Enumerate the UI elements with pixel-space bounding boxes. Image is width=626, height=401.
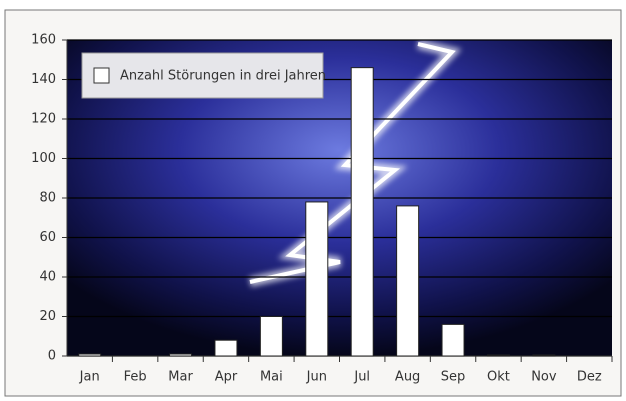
- x-tick-label: Feb: [124, 370, 147, 385]
- bar: [260, 317, 282, 357]
- x-tick-label: Mai: [260, 370, 283, 385]
- bar: [215, 340, 237, 356]
- y-tick-label: 120: [31, 112, 56, 127]
- y-tick-label: 20: [39, 309, 56, 324]
- x-tick-label: Jun: [306, 370, 327, 385]
- x-tick-label: Sep: [441, 370, 466, 385]
- y-tick-label: 140: [31, 72, 56, 87]
- y-tick-label: 80: [39, 191, 56, 206]
- x-tick-label: Jan: [79, 370, 100, 385]
- y-tick-label: 40: [39, 270, 56, 285]
- x-tick-label: Nov: [531, 370, 557, 385]
- x-tick-label: Dez: [577, 370, 602, 385]
- x-tick-label: Jul: [353, 370, 370, 385]
- y-tick-label: 0: [48, 349, 56, 364]
- bar: [442, 324, 464, 356]
- legend: Anzahl Störungen in drei Jahren: [82, 53, 326, 98]
- chart: 0 20 40 60 80 100 120 140 160 Jan Feb Mar Apr Mai Jun J…: [0, 0, 626, 401]
- bar: [170, 354, 192, 356]
- bar: [306, 202, 328, 356]
- x-tick-label: Aug: [395, 370, 420, 385]
- y-tick-label: 60: [39, 230, 56, 245]
- legend-swatch: [94, 68, 109, 83]
- y-tick-label: 160: [31, 33, 56, 48]
- x-tick-label: Apr: [215, 370, 238, 385]
- bar: [397, 206, 419, 356]
- bar: [487, 355, 509, 356]
- x-tick-label: Mar: [168, 370, 193, 385]
- x-tick-label: Okt: [487, 370, 510, 385]
- page: 0 20 40 60 80 100 120 140 160 Jan Feb Mar Apr Mai Jun J…: [0, 0, 626, 401]
- bar: [351, 68, 373, 356]
- bar: [533, 355, 555, 356]
- legend-label: Anzahl Störungen in drei Jahren: [120, 69, 326, 84]
- y-tick-label: 100: [31, 151, 56, 166]
- bar: [79, 354, 101, 356]
